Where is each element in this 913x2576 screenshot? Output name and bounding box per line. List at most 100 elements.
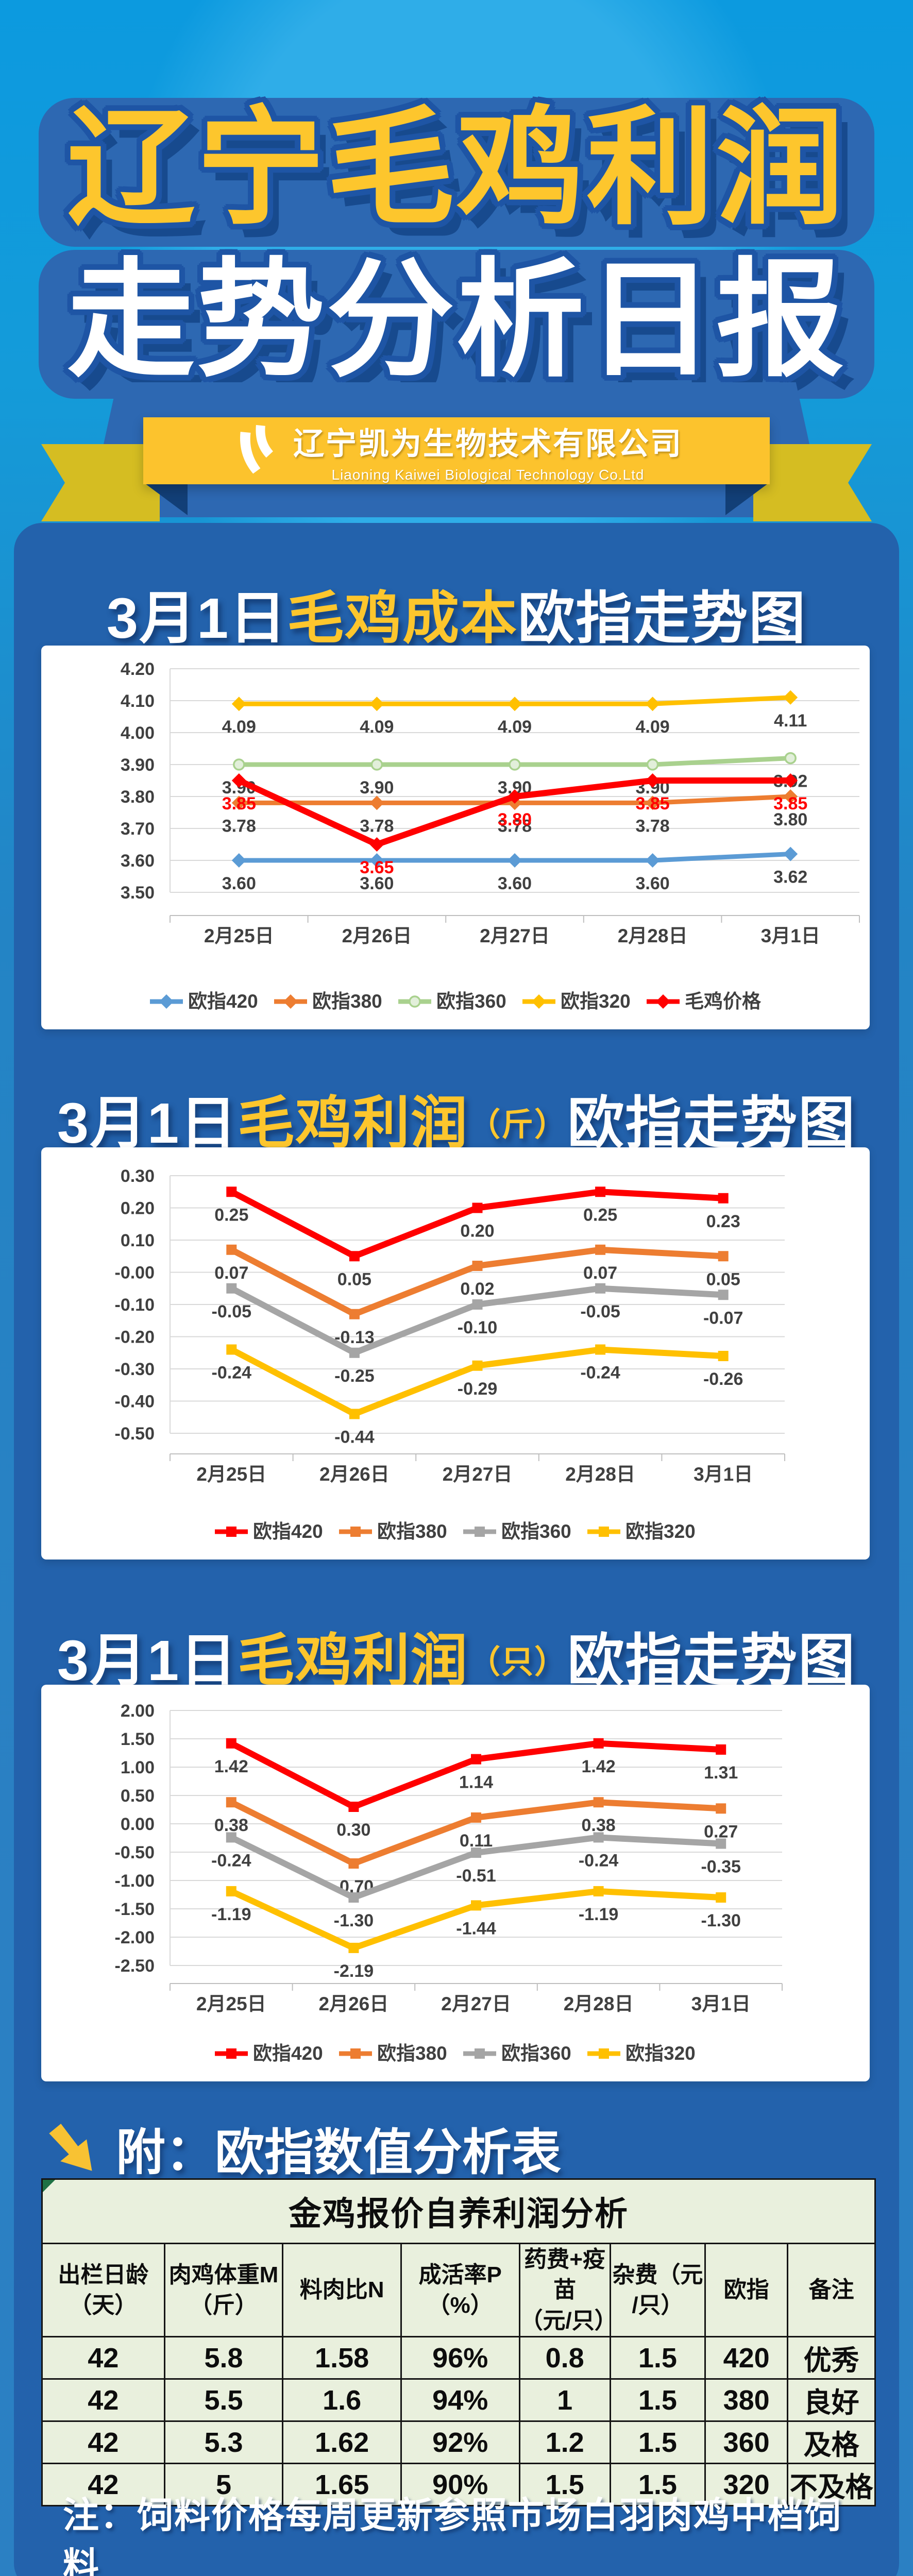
svg-text:4.09: 4.09 xyxy=(222,717,256,737)
main-title-line1: 辽宁毛鸡利润 xyxy=(39,98,874,247)
table-cell: 90% xyxy=(400,2463,520,2507)
svg-text:3月1日: 3月1日 xyxy=(761,925,820,946)
svg-text:3.78: 3.78 xyxy=(498,816,532,836)
table-row: 42 5.8 1.58 96% 0.8 1.5 420 优秀 xyxy=(41,2336,876,2380)
svg-text:2.00: 2.00 xyxy=(121,1701,155,1721)
svg-text:欧指320: 欧指320 xyxy=(625,2043,696,2064)
svg-text:-0.05: -0.05 xyxy=(580,1302,620,1321)
svg-text:3.80: 3.80 xyxy=(121,787,155,807)
table-cell: 5.8 xyxy=(163,2336,284,2380)
svg-text:-0.10: -0.10 xyxy=(115,1295,155,1315)
table-cell: 1.5 xyxy=(609,2378,706,2422)
table-cell: 94% xyxy=(400,2378,520,2422)
section-title-cost: 3月1日毛鸡成本欧指走势图 xyxy=(14,572,899,654)
svg-text:-1.19: -1.19 xyxy=(579,1905,619,1924)
svg-text:3.85: 3.85 xyxy=(636,794,670,814)
table-cell: 1.5 xyxy=(518,2463,611,2507)
section-jin-date: 3月1日 xyxy=(57,1092,238,1155)
svg-text:-2.50: -2.50 xyxy=(115,1956,155,1976)
svg-text:4.10: 4.10 xyxy=(121,691,155,711)
table-cell: 96% xyxy=(400,2336,520,2380)
table-cell: 360 xyxy=(704,2420,789,2465)
svg-text:0.38: 0.38 xyxy=(214,1816,248,1835)
table-cell: 1.2 xyxy=(518,2420,611,2465)
table-cell: 1.65 xyxy=(282,2463,402,2507)
section-zhi-highlight: 毛鸡利润 xyxy=(238,1629,469,1692)
svg-text:-0.05: -0.05 xyxy=(212,1302,252,1321)
table-cell: 1.5 xyxy=(609,2336,706,2380)
svg-text:0.30: 0.30 xyxy=(336,1820,370,1840)
svg-text:3.78: 3.78 xyxy=(636,816,670,836)
svg-text:欧指320: 欧指320 xyxy=(625,1521,696,1542)
svg-text:欧指360: 欧指360 xyxy=(436,991,506,1012)
svg-text:-1.50: -1.50 xyxy=(115,1900,155,1919)
table-title: 金鸡报价自养利润分析 xyxy=(41,2178,876,2244)
company-name-en: Liaoning Kaiwei Biological Technology Co… xyxy=(331,466,645,483)
svg-text:3.78: 3.78 xyxy=(360,816,394,836)
svg-text:2月26日: 2月26日 xyxy=(319,1464,390,1485)
svg-text:2月25日: 2月25日 xyxy=(196,1464,266,1485)
svg-text:-1.44: -1.44 xyxy=(456,1919,496,1938)
svg-text:1.31: 1.31 xyxy=(704,1763,738,1783)
svg-text:欧指360: 欧指360 xyxy=(501,1521,571,1542)
svg-text:-0.44: -0.44 xyxy=(334,1428,375,1447)
svg-text:3.78: 3.78 xyxy=(222,816,256,836)
table-cell: 5.3 xyxy=(163,2420,284,2465)
table-cell: 420 xyxy=(704,2336,789,2380)
svg-text:2月25日: 2月25日 xyxy=(204,925,274,946)
svg-text:3.80: 3.80 xyxy=(498,810,532,829)
svg-text:0.10: 0.10 xyxy=(121,1231,155,1250)
svg-text:-1.30: -1.30 xyxy=(334,1911,374,1930)
svg-text:3.70: 3.70 xyxy=(121,819,155,839)
svg-text:2月28日: 2月28日 xyxy=(618,925,688,946)
svg-text:2月28日: 2月28日 xyxy=(565,1464,635,1485)
table-cell: 42 xyxy=(41,2420,165,2465)
section-title-profit-zhi: 3月1日毛鸡利润（只）欧指走势图 xyxy=(14,1614,899,1697)
svg-text:-0.10: -0.10 xyxy=(458,1318,498,1337)
table-cell: 5.5 xyxy=(163,2378,284,2422)
svg-text:-1.19: -1.19 xyxy=(211,1905,251,1924)
table-cell: 92% xyxy=(400,2420,520,2465)
company-name-cn: 辽宁凯为生物技术有限公司 xyxy=(293,426,683,461)
svg-text:1.42: 1.42 xyxy=(582,1757,616,1776)
svg-text:3月1日: 3月1日 xyxy=(691,1993,751,2014)
table-cell: 1 xyxy=(518,2378,611,2422)
table-corner-marker xyxy=(43,2180,55,2192)
svg-text:-1.30: -1.30 xyxy=(701,1911,741,1930)
svg-text:毛鸡价格: 毛鸡价格 xyxy=(685,991,762,1012)
table-header-cell: 备注 xyxy=(787,2242,876,2338)
svg-text:-0.40: -0.40 xyxy=(115,1392,155,1412)
svg-text:0.20: 0.20 xyxy=(460,1222,494,1241)
table-cell: 42 xyxy=(41,2378,165,2422)
main-title-line2: 走势分析日报 xyxy=(39,249,874,399)
svg-text:3.60: 3.60 xyxy=(360,874,394,893)
table-header-cell: 出栏日龄 （天） xyxy=(41,2242,165,2338)
section-cost-highlight: 毛鸡成本 xyxy=(287,587,518,650)
table-cell: 1.5 xyxy=(609,2463,706,2507)
svg-text:-0.35: -0.35 xyxy=(701,1857,741,1877)
svg-text:-1.00: -1.00 xyxy=(115,1871,155,1891)
svg-text:-0.24: -0.24 xyxy=(579,1851,619,1870)
svg-text:-0.24: -0.24 xyxy=(212,1363,252,1383)
profit-zhi-chart-card: 2.00 1.50 1.00 0.50 0.00 -0.50 -1.00 -1.50 -2.00… xyxy=(41,1685,870,2081)
table-row: 42 5.3 1.62 92% 1.2 1.5 360 及格 xyxy=(41,2420,876,2465)
svg-text:1.42: 1.42 xyxy=(214,1757,248,1776)
company-names: 辽宁凯为生物技术有限公司 Liaoning Kaiwei Biological … xyxy=(293,419,683,483)
svg-text:4.09: 4.09 xyxy=(636,717,670,737)
svg-text:3.65: 3.65 xyxy=(360,858,394,877)
svg-text:0.05: 0.05 xyxy=(706,1269,740,1289)
table-cell: 0.8 xyxy=(518,2336,611,2380)
table-cell: 380 xyxy=(704,2378,789,2422)
company-logo-icon xyxy=(240,425,273,474)
down-right-arrow-icon xyxy=(49,2123,92,2171)
svg-text:4.09: 4.09 xyxy=(360,717,394,737)
table-title-row: 金鸡报价自养利润分析 xyxy=(41,2178,876,2244)
svg-text:-0.24: -0.24 xyxy=(211,1851,251,1870)
svg-text:3.90: 3.90 xyxy=(121,755,155,775)
ribbon-tail-left xyxy=(41,444,160,521)
table-header-cell: 药费+疫苗 （元/只） xyxy=(518,2242,611,2338)
svg-text:欧指420: 欧指420 xyxy=(253,2043,323,2064)
table-cell: 1.6 xyxy=(282,2378,402,2422)
svg-text:3.90: 3.90 xyxy=(360,778,394,798)
chart-svg-2: 2.00 1.50 1.00 0.50 0.00 -0.50 -1.00 -1.50 -2.00… xyxy=(115,1701,783,2064)
